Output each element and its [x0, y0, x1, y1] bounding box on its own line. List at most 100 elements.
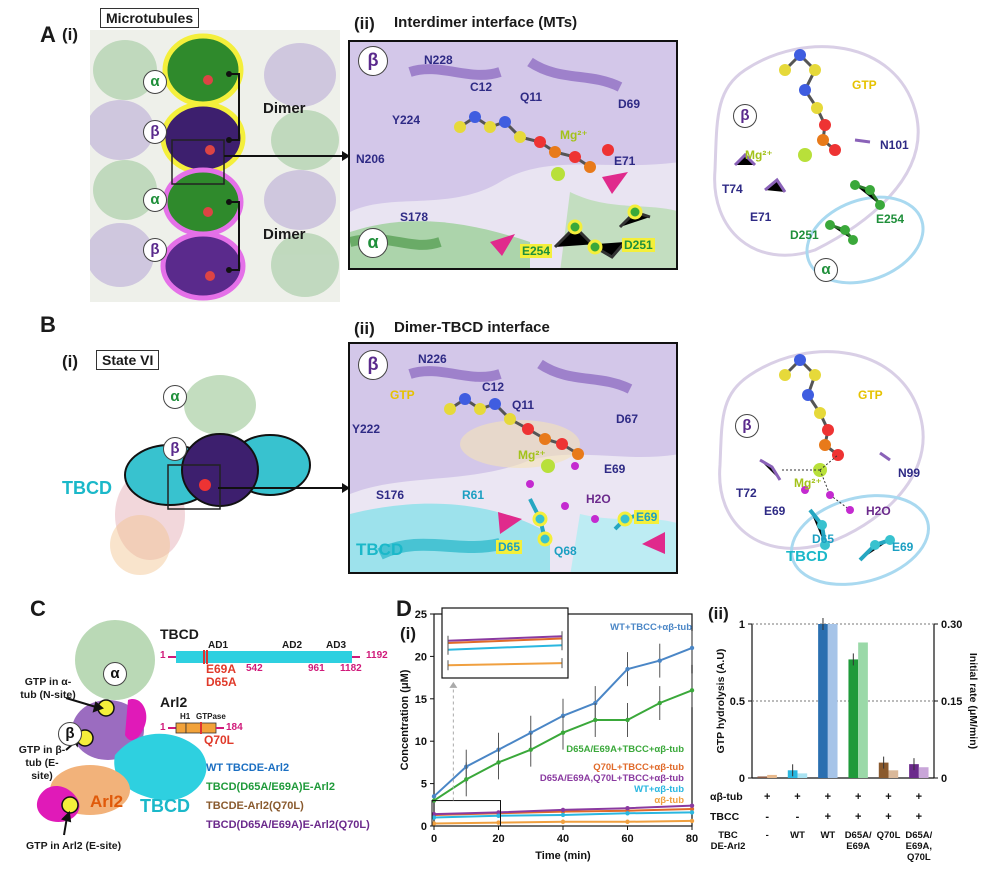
data-point	[625, 811, 630, 816]
y2-axis-label: Initial rate (μM/min)	[967, 653, 979, 749]
microtubules-title: Microtubules	[100, 8, 200, 28]
data-point	[625, 805, 630, 811]
tbcd-label-c: TBCD	[140, 796, 190, 816]
x-tick-label: 0	[431, 833, 437, 845]
sch-a-beta: β	[733, 104, 757, 128]
data-point	[689, 803, 695, 808]
arl2-domain-name: Arl2	[160, 694, 188, 710]
zoom-arrow-b	[218, 483, 350, 493]
x-axis-label: Time (min)	[535, 850, 591, 862]
bar	[818, 624, 828, 778]
res-h2o-b: H2O	[586, 492, 611, 506]
res-n226: N226	[418, 352, 447, 366]
sch-a-mg: Mg²⁺	[745, 148, 773, 162]
line-chart: 0 20 40 60 80 0 5 10 15 20 25 Time (min) Concentrati…	[399, 607, 698, 862]
interdimer-title: Interdimer interface (MTs)	[394, 14, 578, 31]
res-c12: C12	[470, 80, 493, 94]
y-tick-label: 10	[415, 736, 427, 748]
category-label: Q70L	[877, 830, 901, 841]
sch-a-e71: E71	[750, 210, 772, 224]
tbcd-961: 961	[308, 663, 325, 674]
data-point	[625, 666, 630, 672]
res-d65: D65	[496, 540, 523, 554]
res-y222: Y222	[352, 422, 381, 436]
alpha-label-c: α	[103, 662, 127, 686]
bar	[878, 762, 889, 778]
bar	[909, 764, 919, 778]
data-point	[560, 812, 566, 818]
inset-series-line	[447, 637, 563, 644]
row-label-tbc-1: TBC	[718, 830, 738, 841]
data-point	[431, 821, 437, 826]
y-tick-label: 0	[421, 821, 427, 833]
panel-b-ii-label: (ii)	[354, 319, 375, 338]
alpha-label-a2: α	[143, 188, 167, 212]
series-3	[431, 803, 695, 817]
dimer-label-2: Dimer	[263, 226, 306, 243]
sch-a-t74: T74	[722, 182, 743, 196]
complex-illustration	[36, 620, 207, 836]
legend-wt: WT TBCDE-Arl2	[206, 762, 290, 774]
beta-label-b2-frame: β	[358, 350, 388, 380]
data-point	[657, 658, 662, 663]
zoom-arrowhead	[449, 681, 458, 688]
y2-tick-label: 0	[941, 773, 947, 785]
bar	[918, 767, 929, 778]
sch-a-alpha: α	[814, 258, 838, 282]
res-q68: Q68	[554, 544, 577, 558]
beta-label-a2: β	[143, 238, 167, 262]
category-label: WT	[820, 830, 835, 841]
res-n228: N228	[424, 53, 453, 67]
series-label: αβ-tub	[654, 795, 684, 806]
sch-a-gtp: GTP	[852, 78, 877, 92]
arl2-end: 184	[226, 722, 243, 733]
data-point	[625, 717, 630, 723]
row-tbcc-sign: +	[825, 811, 831, 823]
panel-d-letter: D	[396, 596, 412, 621]
category-label: E69A,	[906, 841, 932, 852]
state-vi-title: State VI	[96, 350, 160, 370]
interdimer-schematic	[713, 45, 925, 285]
y-axis-label: GTP hydrolysis (A.U)	[715, 649, 727, 754]
bar	[797, 773, 808, 778]
tbcd-ad2: AD2	[282, 640, 303, 651]
data-point	[496, 810, 501, 815]
row-ab-sign: +	[794, 791, 800, 803]
row-ab-sign: +	[764, 791, 770, 803]
beta-label-b1: β	[163, 437, 187, 461]
res-c12-b: C12	[482, 380, 505, 394]
row-ab-sign: +	[855, 791, 861, 803]
res-e254-text: E254	[520, 244, 553, 258]
x-tick-label: 20	[492, 833, 504, 845]
sch-b-n99: N99	[898, 466, 921, 480]
res-d251: D251	[622, 238, 655, 252]
dimer-label-1: Dimer	[263, 100, 306, 117]
row-ab-sign: +	[825, 791, 831, 803]
data-point	[496, 820, 501, 825]
res-y224: Y224	[392, 113, 421, 127]
dimer-brackets	[226, 71, 240, 273]
row-label-ab: αβ-tub	[710, 791, 743, 803]
sch-a-d251: D251	[790, 228, 819, 242]
series-label: WT+αβ-tub	[634, 784, 684, 795]
tbcd-domain-bar	[168, 650, 360, 664]
data-point	[528, 730, 533, 735]
y-tick-label: 15	[415, 694, 427, 706]
bar	[858, 642, 868, 778]
zoom-box	[431, 800, 501, 827]
gtp-arl2-site: GTP in Arl2 (E-site)	[26, 840, 122, 852]
sch-a-e254: E254	[876, 212, 905, 226]
row-tbcc-sign: +	[885, 811, 891, 823]
y-tick-label: 1	[739, 619, 745, 631]
y-tick-label: 0.5	[730, 696, 745, 708]
tbcd-start: 1	[160, 650, 166, 661]
alpha-label-a2-frame: α	[358, 228, 388, 258]
res-d65-text: D65	[496, 540, 523, 554]
bar	[888, 770, 899, 778]
tbcd-schematic	[718, 350, 930, 586]
beta-label-c: β	[58, 722, 82, 746]
res-d67: D67	[616, 412, 639, 426]
bar-chart: 0 0.5 1 0 0.15 0.30 GTP hydrolysis (A.U) Initia…	[710, 618, 979, 863]
bar	[757, 776, 768, 778]
interdimer-structure	[348, 40, 678, 270]
